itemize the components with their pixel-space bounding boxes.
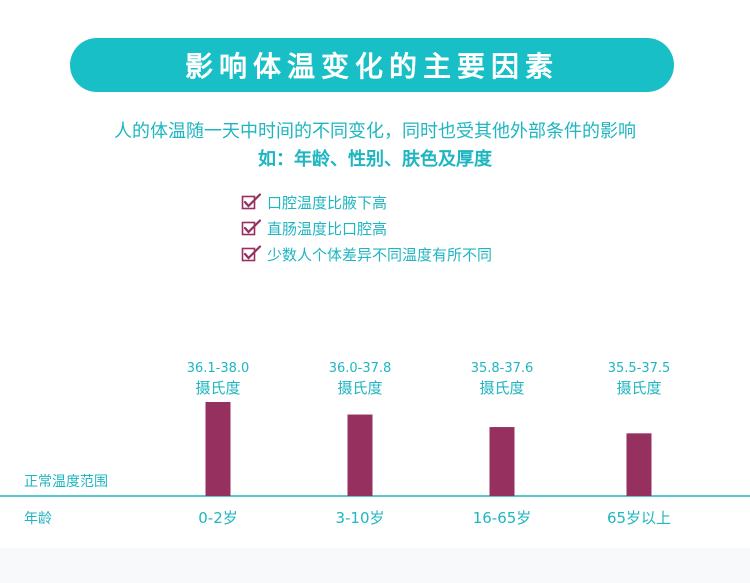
data-label-range: 36.0-37.8 — [329, 361, 392, 376]
data-label-unit: 摄氏度 — [616, 379, 661, 397]
checklist-item-label: 少数人个体差异不同温度有所不同 — [267, 245, 493, 264]
data-label-range: 35.5-37.5 — [608, 361, 671, 376]
data-label-range: 35.8-37.6 — [471, 361, 534, 376]
x-tick-label: 65岁以上 — [607, 509, 671, 527]
bar — [347, 414, 373, 496]
checkbox-checked-icon — [241, 245, 262, 262]
page-title: 影响体温变化的主要因素 — [184, 50, 559, 83]
x-tick-label: 16-65岁 — [473, 509, 532, 527]
checklist-item: 口腔温度比腋下高 — [241, 189, 492, 215]
intro-line-2: 如：年龄、性别、肤色及厚度 — [258, 149, 492, 170]
bar — [205, 402, 231, 496]
x-tick-label: 3-10岁 — [335, 509, 384, 527]
checklist-item-label: 口腔温度比腋下高 — [267, 193, 388, 212]
bottom-band — [0, 548, 750, 583]
data-label-unit: 摄氏度 — [479, 379, 524, 397]
x-axis-label: 年龄 — [24, 511, 52, 527]
y-axis-label: 正常温度范围 — [24, 473, 108, 490]
checkbox-checked-icon — [241, 193, 262, 210]
checklist-item: 直肠温度比口腔高 — [241, 215, 492, 241]
title-banner: 影响体温变化的主要因素 — [70, 38, 674, 92]
data-label-range: 36.1-38.0 — [187, 361, 250, 376]
checklist-item-label: 直肠温度比口腔高 — [267, 219, 388, 238]
data-label-unit: 摄氏度 — [195, 379, 240, 397]
intro-text: 人的体温随一天中时间的不同变化，同时也受其他外部条件的影响 如：年龄、性别、肤色… — [0, 118, 750, 174]
bar — [489, 427, 515, 496]
checkbox-checked-icon — [241, 219, 262, 236]
x-tick-label: 0-2岁 — [198, 509, 238, 527]
intro-line-1: 人的体温随一天中时间的不同变化，同时也受其他外部条件的影响 — [114, 121, 636, 142]
data-label-unit: 摄氏度 — [337, 379, 382, 397]
checklist-item: 少数人个体差异不同温度有所不同 — [241, 241, 492, 267]
bar — [626, 433, 652, 496]
checklist: 口腔温度比腋下高 直肠温度比口腔高 少数人个体差异不同温度有所不同 — [241, 189, 492, 267]
